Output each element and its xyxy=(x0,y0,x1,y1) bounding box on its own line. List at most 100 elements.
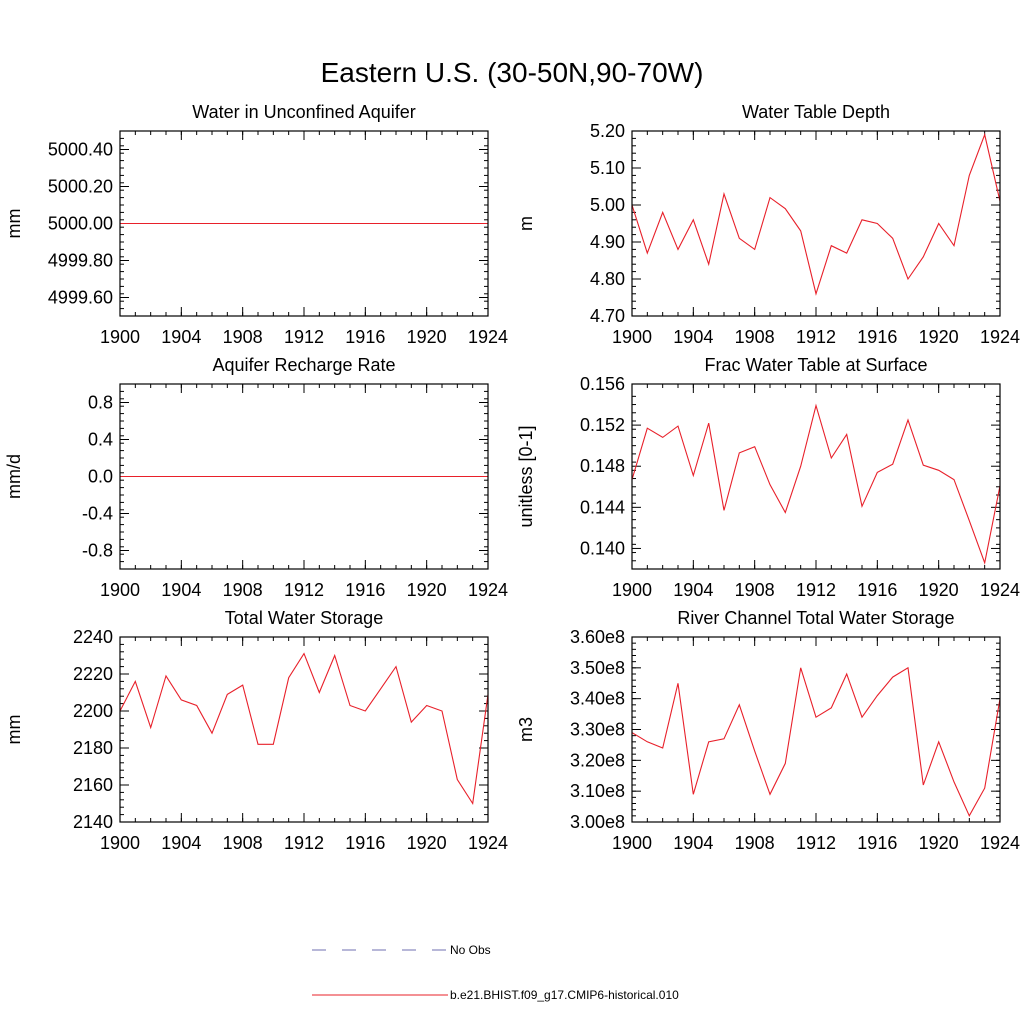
legend: No Obs b.e21.BHIST.f09_g17.CMIP6-histori… xyxy=(312,943,679,1002)
chart-title: Water in Unconfined Aquifer xyxy=(192,102,415,122)
x-tick-label: 1904 xyxy=(673,580,713,600)
x-tick-label: 1900 xyxy=(612,327,652,347)
chart-panel-5: Total Water Storage mm 2140 2160 2180 2200 222… xyxy=(4,608,508,853)
x-tick-label: 1908 xyxy=(735,580,775,600)
chart-title: Frac Water Table at Surface xyxy=(704,355,927,375)
x-tick-label: 1920 xyxy=(919,833,959,853)
y-tick-label: 4.80 xyxy=(590,269,625,289)
legend-label-model: b.e21.BHIST.f09_g17.CMIP6-historical.010 xyxy=(450,988,679,1002)
y-tick-label: 0.144 xyxy=(580,497,625,517)
x-tick-label: 1908 xyxy=(223,580,263,600)
y-tick-label: 4999.80 xyxy=(48,251,113,271)
x-tick-label: 1916 xyxy=(345,327,385,347)
x-tick-label: 1924 xyxy=(468,833,508,853)
y-tick-label: 3.10e8 xyxy=(570,781,625,801)
y-tick-label: 0.156 xyxy=(580,374,625,394)
x-tick-label: 1920 xyxy=(407,580,447,600)
x-tick-label: 1904 xyxy=(161,580,201,600)
x-tick-label: 1912 xyxy=(284,580,324,600)
x-tick-label: 1900 xyxy=(100,327,140,347)
x-tick-label: 1920 xyxy=(407,833,447,853)
x-tick-label: 1904 xyxy=(673,327,713,347)
x-tick-label: 1912 xyxy=(284,833,324,853)
series-line-1 xyxy=(631,403,1001,565)
x-tick-label: 1904 xyxy=(673,833,713,853)
legend-entry-obs: No Obs xyxy=(312,943,491,957)
plot-frame xyxy=(119,383,489,570)
x-tick-label: 1912 xyxy=(796,833,836,853)
x-tick-label: 1916 xyxy=(345,833,385,853)
x-tick-label: 1900 xyxy=(100,580,140,600)
series-line-1 xyxy=(631,132,1001,296)
chart-panel-6: River Channel Total Water Storage m3 3.00e… xyxy=(516,608,1020,853)
chart-panel-1: Water in Unconfined Aquifer mm 4999.60 4999… xyxy=(4,102,508,347)
y-tick-label: 4.70 xyxy=(590,306,625,326)
x-tick-label: 1920 xyxy=(407,327,447,347)
y-tick-label: 2200 xyxy=(73,701,113,721)
x-tick-label: 1904 xyxy=(161,833,201,853)
chart-panel-3: Aquifer Recharge Rate mm/d -0.8 -0.4 0.0 0.4 0… xyxy=(4,355,508,600)
chart-title: River Channel Total Water Storage xyxy=(677,608,954,628)
x-tick-label: 1912 xyxy=(796,327,836,347)
y-tick-label: 0.0 xyxy=(88,467,113,487)
plot-frame xyxy=(119,636,489,823)
x-tick-label: 1912 xyxy=(284,327,324,347)
chart-panels: Water in Unconfined Aquifer mm 4999.60 4999… xyxy=(4,102,1020,853)
x-tick-label: 1908 xyxy=(735,833,775,853)
series-line-1 xyxy=(631,666,1001,818)
y-tick-label: 0.4 xyxy=(88,430,113,450)
y-tick-label: 5000.40 xyxy=(48,140,113,160)
y-axis-label: unitless [0-1] xyxy=(516,425,536,527)
x-tick-label: 1924 xyxy=(980,580,1020,600)
plot-frame xyxy=(631,130,1001,317)
y-tick-label: 3.00e8 xyxy=(570,812,625,832)
x-tick-label: 1916 xyxy=(857,580,897,600)
x-tick-label: 1908 xyxy=(735,327,775,347)
y-tick-label: 2160 xyxy=(73,775,113,795)
chart-title: Aquifer Recharge Rate xyxy=(212,355,395,375)
y-tick-label: 4.90 xyxy=(590,232,625,252)
x-tick-label: 1900 xyxy=(612,833,652,853)
y-tick-label: 5000.20 xyxy=(48,177,113,197)
figure-title: Eastern U.S. (30-50N,90-70W) xyxy=(321,57,704,88)
x-tick-label: 1916 xyxy=(345,580,385,600)
x-tick-label: 1916 xyxy=(857,327,897,347)
y-tick-label: 3.20e8 xyxy=(570,750,625,770)
x-tick-label: 1912 xyxy=(796,580,836,600)
x-tick-label: 1924 xyxy=(980,833,1020,853)
x-tick-label: 1908 xyxy=(223,833,263,853)
y-tick-label: 2140 xyxy=(73,812,113,832)
x-tick-label: 1916 xyxy=(857,833,897,853)
y-tick-label: 3.50e8 xyxy=(570,658,625,678)
legend-label-obs: No Obs xyxy=(450,943,491,957)
y-tick-label: 2240 xyxy=(73,627,113,647)
y-tick-label: 3.60e8 xyxy=(570,627,625,647)
chart-title: Total Water Storage xyxy=(225,608,383,628)
y-tick-label: 0.8 xyxy=(88,393,113,413)
chart-panel-2: Water Table Depth m 4.70 4.80 4.90 5.00 5.10 5.… xyxy=(516,102,1020,347)
x-tick-label: 1924 xyxy=(980,327,1020,347)
y-axis-label: m xyxy=(516,216,536,231)
x-tick-label: 1908 xyxy=(223,327,263,347)
y-tick-label: 4999.60 xyxy=(48,288,113,308)
y-axis-label: mm xyxy=(4,715,24,745)
plot-frame xyxy=(631,383,1001,570)
y-axis-label: mm xyxy=(4,209,24,239)
y-axis-label: mm/d xyxy=(4,454,24,499)
x-tick-label: 1920 xyxy=(919,580,959,600)
y-tick-label: 5000.00 xyxy=(48,214,113,234)
y-tick-label: 2220 xyxy=(73,664,113,684)
x-tick-label: 1900 xyxy=(612,580,652,600)
plot-frame xyxy=(631,636,1001,823)
chart-title: Water Table Depth xyxy=(742,102,890,122)
y-tick-label: 3.40e8 xyxy=(570,689,625,709)
legend-entry-model: b.e21.BHIST.f09_g17.CMIP6-historical.010 xyxy=(312,988,679,1002)
series-line-1 xyxy=(119,652,489,806)
x-tick-label: 1904 xyxy=(161,327,201,347)
x-tick-label: 1924 xyxy=(468,327,508,347)
plot-frame xyxy=(119,130,489,317)
y-tick-label: 5.00 xyxy=(590,195,625,215)
x-tick-label: 1920 xyxy=(919,327,959,347)
y-tick-label: 5.10 xyxy=(590,158,625,178)
